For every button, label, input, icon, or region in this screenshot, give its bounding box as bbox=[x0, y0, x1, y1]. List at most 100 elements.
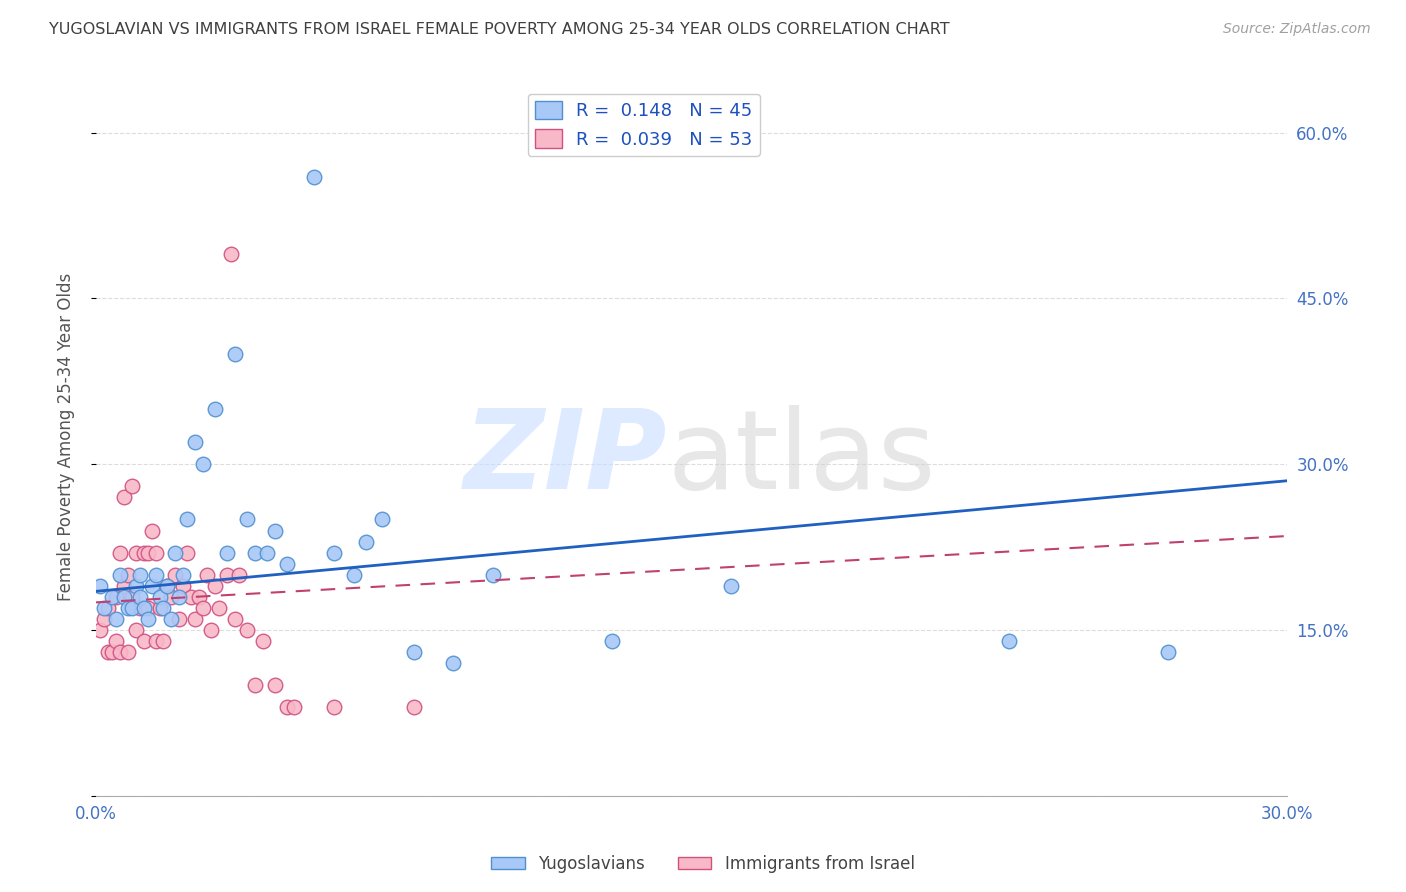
Text: ZIP: ZIP bbox=[464, 405, 668, 512]
Point bbox=[145, 567, 167, 582]
Point bbox=[283, 700, 305, 714]
Point bbox=[343, 567, 366, 582]
Text: Source: ZipAtlas.com: Source: ZipAtlas.com bbox=[1223, 22, 1371, 37]
Point bbox=[252, 634, 274, 648]
Point bbox=[184, 612, 207, 626]
Point bbox=[132, 634, 155, 648]
Point bbox=[215, 567, 238, 582]
Point bbox=[169, 590, 191, 604]
Point bbox=[93, 612, 115, 626]
Point bbox=[188, 590, 211, 604]
Point bbox=[121, 600, 143, 615]
Point bbox=[204, 579, 226, 593]
Point bbox=[208, 600, 231, 615]
Point bbox=[101, 590, 124, 604]
Point bbox=[191, 600, 214, 615]
Point bbox=[152, 600, 174, 615]
Point bbox=[117, 645, 139, 659]
Y-axis label: Female Poverty Among 25-34 Year Olds: Female Poverty Among 25-34 Year Olds bbox=[58, 272, 75, 600]
Point bbox=[256, 546, 278, 560]
Point bbox=[236, 623, 259, 637]
Point bbox=[148, 600, 170, 615]
Point bbox=[125, 623, 148, 637]
Point bbox=[176, 546, 198, 560]
Point bbox=[160, 590, 183, 604]
Point bbox=[180, 590, 202, 604]
Point bbox=[136, 600, 159, 615]
Point bbox=[200, 623, 222, 637]
Point bbox=[224, 612, 246, 626]
Point bbox=[228, 567, 250, 582]
Point bbox=[89, 579, 111, 593]
Point bbox=[165, 567, 187, 582]
Point bbox=[104, 634, 127, 648]
Point bbox=[104, 590, 127, 604]
Point bbox=[263, 678, 285, 692]
Point bbox=[204, 401, 226, 416]
Point bbox=[276, 557, 298, 571]
Point bbox=[172, 579, 194, 593]
Point bbox=[323, 546, 346, 560]
Point bbox=[117, 600, 139, 615]
Point bbox=[441, 656, 464, 670]
Text: YUGOSLAVIAN VS IMMIGRANTS FROM ISRAEL FEMALE POVERTY AMONG 25-34 YEAR OLDS CORRE: YUGOSLAVIAN VS IMMIGRANTS FROM ISRAEL FE… bbox=[49, 22, 950, 37]
Point bbox=[112, 579, 135, 593]
Point bbox=[132, 546, 155, 560]
Point bbox=[243, 546, 266, 560]
Point bbox=[236, 512, 259, 526]
Point bbox=[997, 634, 1019, 648]
Point bbox=[371, 512, 394, 526]
Point bbox=[148, 590, 170, 604]
Point bbox=[128, 590, 150, 604]
Point bbox=[354, 534, 377, 549]
Point bbox=[112, 491, 135, 505]
Point bbox=[145, 546, 167, 560]
Point bbox=[156, 579, 179, 593]
Point bbox=[132, 600, 155, 615]
Point bbox=[121, 590, 143, 604]
Point bbox=[141, 524, 163, 538]
Point bbox=[191, 457, 214, 471]
Point bbox=[165, 546, 187, 560]
Point bbox=[184, 435, 207, 450]
Point bbox=[304, 169, 326, 184]
Point bbox=[219, 247, 242, 261]
Point bbox=[600, 634, 623, 648]
Point bbox=[108, 645, 131, 659]
Point bbox=[121, 479, 143, 493]
Point bbox=[97, 645, 120, 659]
Point bbox=[89, 623, 111, 637]
Point bbox=[104, 612, 127, 626]
Point bbox=[243, 678, 266, 692]
Point bbox=[720, 579, 742, 593]
Point bbox=[141, 579, 163, 593]
Point bbox=[160, 612, 183, 626]
Point bbox=[101, 645, 124, 659]
Point bbox=[276, 700, 298, 714]
Point bbox=[145, 634, 167, 648]
Point bbox=[108, 546, 131, 560]
Point bbox=[172, 567, 194, 582]
Point bbox=[156, 579, 179, 593]
Point bbox=[128, 600, 150, 615]
Point bbox=[169, 612, 191, 626]
Point bbox=[97, 600, 120, 615]
Point bbox=[136, 546, 159, 560]
Point bbox=[224, 347, 246, 361]
Point bbox=[108, 567, 131, 582]
Point bbox=[125, 546, 148, 560]
Point bbox=[482, 567, 505, 582]
Point bbox=[176, 512, 198, 526]
Point bbox=[136, 612, 159, 626]
Point bbox=[1156, 645, 1178, 659]
Point bbox=[323, 700, 346, 714]
Point bbox=[195, 567, 218, 582]
Point bbox=[117, 567, 139, 582]
Legend: R =  0.148   N = 45, R =  0.039   N = 53: R = 0.148 N = 45, R = 0.039 N = 53 bbox=[527, 94, 759, 156]
Point bbox=[128, 567, 150, 582]
Point bbox=[215, 546, 238, 560]
Point bbox=[402, 700, 425, 714]
Point bbox=[93, 600, 115, 615]
Text: atlas: atlas bbox=[668, 405, 936, 512]
Point bbox=[263, 524, 285, 538]
